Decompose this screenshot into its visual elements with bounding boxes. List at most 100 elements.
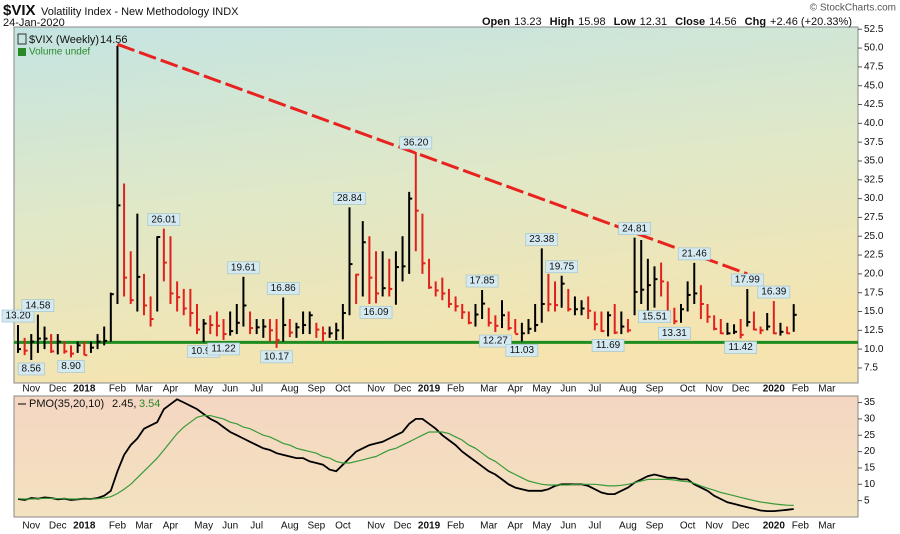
title: Volatility Index - New Methodology INDX [41,6,239,18]
value-label: 14.58 [25,300,50,311]
label-box [724,341,757,354]
label-box [207,342,240,356]
label-box [17,362,45,376]
x-tick-label: Jul [588,521,601,532]
symbol: $VIX [3,2,36,19]
x-tick-label: Aug [619,384,637,395]
pmo-legend-label: PMO(35,20,10) [29,398,104,410]
label-box [638,310,671,323]
y-tick-label: 20.0 [864,269,884,280]
x-tick-label: Nov [705,384,723,395]
y-tick-label: 25.0 [864,231,884,242]
x-tick-label: Mar [480,521,498,532]
value-label: 13.20 [5,311,30,322]
x-tick-label: Apr [507,384,523,395]
y-tick-label: 15 [864,463,876,474]
label-box [260,350,293,364]
value-label: 12.27 [483,336,508,347]
x-tick-label: Dec [732,384,750,395]
quote-label: Open [482,16,510,28]
x-tick-label: Sep [307,384,325,395]
y-tick-label: 52.5 [864,24,884,35]
x-tick-label: Feb [447,384,465,395]
x-tick-label: Sep [307,521,325,532]
label-box [1,309,35,323]
x-tick-label: Apr [163,521,179,532]
x-tick-label: May [194,384,213,395]
signal-legend-value: 3.54 [139,398,160,410]
x-tick-label: 2020 [763,384,786,395]
line [17,398,794,512]
value-label: 11.69 [596,340,621,351]
price-panel [13,26,859,384]
y-tick-label: 25 [864,430,876,441]
quote-label: Low [614,16,636,28]
x-tick-label: Jun [222,521,238,532]
x-tick-label: Mar [818,521,836,532]
x-tick-label: Apr [507,521,523,532]
legend-value: 14.56 [100,34,128,46]
x-tick-label: 2018 [73,521,96,532]
y-tick-label: 15.0 [864,306,884,317]
label-box [227,261,260,275]
x-tick-label: Nov [22,384,40,395]
y-tick-label: 35 [864,397,876,408]
x-tick-label: Dec [394,384,412,395]
label-box [525,233,559,246]
quote-label: High [550,16,575,28]
label-box [618,222,651,235]
x-tick-label: Feb [109,384,127,395]
x-tick-label: Feb [447,521,465,532]
value-label: 17.99 [735,275,760,286]
label-box [658,326,691,340]
volume-icon [18,48,26,56]
label-box [21,299,55,312]
y-tick-label: 10 [864,479,876,490]
x-tick-label: Oct [335,521,351,532]
x-tick-label: Sep [646,384,664,395]
copyright: © StockCharts.com [810,3,896,14]
x-tick-label: May [532,521,551,532]
value-label: 11.22 [211,344,236,355]
pmo-panel [13,395,859,518]
value-label: 8.90 [61,361,81,372]
value-label: 16.09 [364,307,389,318]
volume-label: Volume undef [29,47,90,58]
x-tick-label: Jul [250,384,263,395]
label-box [545,260,578,274]
pmo-legend-value: 2.45, [112,398,136,410]
label-box [333,192,366,205]
value-label: 19.61 [231,262,256,273]
x-tick-label: May [194,521,213,532]
label-box [730,273,764,287]
label-box [677,247,711,261]
label-box [505,344,539,357]
y-tick-label: 12.5 [864,325,884,336]
x-tick-label: Jul [250,521,263,532]
x-tick-label: Sep [646,521,664,532]
quote-value: 14.56 [709,16,737,28]
date: 24-Jan-2020 [3,17,65,29]
legend-icon [17,33,27,45]
value-label: 15.51 [642,311,667,322]
value-label: 24.81 [622,223,647,234]
x-tick-label: May [532,384,551,395]
value-label: 13.31 [662,328,687,339]
y-tick-label: 45.0 [864,80,884,91]
value-label: 17.85 [470,276,495,287]
label-box [479,334,512,348]
label-box [57,360,85,373]
value-label: 23.38 [529,234,554,245]
x-tick-label: Aug [281,521,299,532]
quote: Open 13.23 High 15.98 Low 12.31 Close 14.56 Chg +… [482,16,852,28]
x-tick-label: Nov [22,521,40,532]
trendline [116,42,748,276]
y-tick-label: 35.0 [864,156,884,167]
x-tick-label: 2019 [418,521,441,532]
value-label: 36.20 [403,138,428,149]
y-tick-label: 40.0 [864,118,884,129]
x-tick-label: Dec [394,521,412,532]
value-label: 21.46 [682,249,707,260]
label-box [399,136,433,150]
